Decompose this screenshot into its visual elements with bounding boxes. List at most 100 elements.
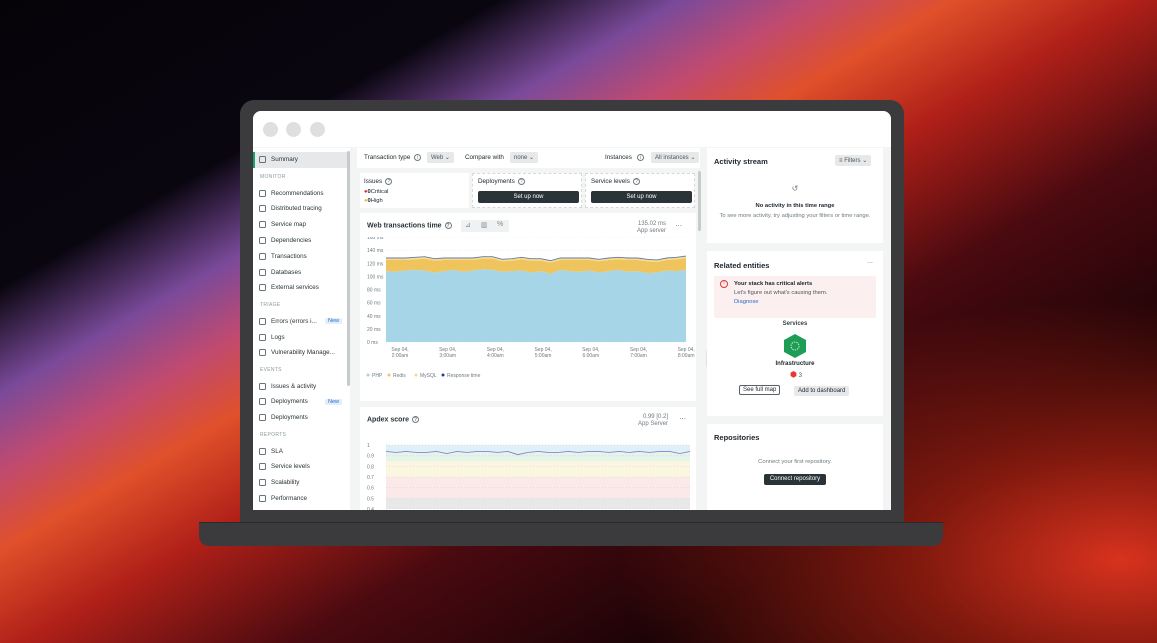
sidebar-section-reports: REPORTS <box>260 431 287 438</box>
sidebar-item-recommendations[interactable]: Recommendations <box>253 185 350 201</box>
repositories-text: Connect your first repository. <box>758 459 832 465</box>
sidebar-section-events: EVENTS <box>260 366 282 373</box>
deployments-setup-button[interactable]: Set up now <box>478 191 579 203</box>
add-to-dashboard-button[interactable]: Add to dashboard <box>794 386 850 396</box>
line-chart-icon[interactable]: ⊿ <box>465 222 471 229</box>
help-icon[interactable]: ? <box>632 178 640 185</box>
performance-icon <box>259 494 266 502</box>
app-window: Summary MONITOR Recommendations Distributed… <box>253 111 891 510</box>
info-icon[interactable]: i <box>637 154 644 161</box>
infrastructure-entity-icon[interactable] <box>784 334 806 358</box>
sidebar-item-label: Summary <box>271 156 298 164</box>
sidebar-item-logs[interactable]: Logs <box>253 329 350 345</box>
sidebar-item-issues-activity[interactable]: Issues & activity <box>253 378 350 394</box>
sidebar-item-sla[interactable]: SLA <box>253 443 350 459</box>
summary-icon <box>259 156 266 164</box>
y-tick-label: 1 <box>367 443 370 449</box>
sidebar-item-transactions[interactable]: Transactions <box>253 248 350 264</box>
main-scrollbar[interactable] <box>698 171 701 231</box>
entity-name[interactable]: Infrastructure <box>775 361 815 367</box>
laptop-base <box>199 522 943 546</box>
issues-title: Issues? <box>364 178 393 186</box>
critical-hexagon-icon: ⬢ <box>790 370 797 379</box>
apdex-card: Apdex score? 0.99 [0.2] App Server ... 1 0… <box>360 407 696 510</box>
sidebar-item-vulnerability-manage[interactable]: Vulnerability Manage... <box>253 345 350 361</box>
help-icon[interactable]: ? <box>385 178 393 185</box>
see-full-map-button[interactable]: See full map <box>739 385 781 395</box>
scalability-icon <box>259 479 266 487</box>
apdex-title-text: Apdex score <box>367 416 410 424</box>
sidebar-item-label: Distributed tracing <box>271 205 322 213</box>
instances-select[interactable]: All instances ⌄ <box>651 152 700 163</box>
sidebar-item-databases[interactable]: Databases <box>253 264 350 280</box>
web-chart-value: 135.02 ms <box>637 221 666 227</box>
sidebar-item-dependencies[interactable]: Dependencies <box>253 233 350 249</box>
related-more-button[interactable]: ... <box>867 258 873 265</box>
services-label: Services <box>782 321 808 327</box>
sidebar-item-service-map[interactable]: Service map <box>253 217 350 233</box>
transactions-icon <box>259 252 266 260</box>
sidebar-item-errors-errors-i[interactable]: Errors (errors i... New <box>253 313 350 329</box>
legend-marker <box>366 373 370 377</box>
chart-type-toggle: ⊿ ▥ % <box>461 220 509 232</box>
x-tick-label: Sep 04, 5:00am <box>534 347 551 359</box>
more-options-button[interactable]: ... <box>675 219 682 228</box>
filters-button[interactable]: ≡ Filters ⌄ <box>835 155 872 166</box>
sidebar-item-summary[interactable]: Summary <box>253 152 347 168</box>
info-icon[interactable]: i <box>414 154 421 161</box>
sidebar-item-distributed-tracing[interactable]: Distributed tracing <box>253 201 350 217</box>
sidebar-item-scalability[interactable]: Scalability <box>253 475 350 491</box>
high-count: ●0High <box>364 198 383 204</box>
transaction-type-label: Transaction type <box>364 154 411 161</box>
window-minimize-button[interactable] <box>286 122 301 137</box>
sidebar: Summary MONITOR Recommendations Distributed… <box>253 148 350 510</box>
help-icon[interactable]: ? <box>517 178 525 185</box>
sidebar-item-deployments[interactable]: Deployments <box>253 410 350 426</box>
service-levels-setup-button[interactable]: Set up now <box>591 191 692 203</box>
empty-title: No activity in this time range <box>755 203 835 209</box>
sidebar-scrollbar[interactable] <box>347 151 350 386</box>
map-icon <box>259 221 266 229</box>
y-tick-label: 0.4 <box>367 507 374 510</box>
diagnose-link[interactable]: Diagnose <box>734 299 759 305</box>
web-chart-summary: 135.02 ms App server <box>637 221 666 235</box>
help-icon[interactable]: ? <box>444 222 452 229</box>
y-tick-label: 0.7 <box>367 475 374 481</box>
window-maximize-button[interactable] <box>310 122 325 137</box>
sidebar-item-label: Deployments <box>271 414 308 422</box>
logs-icon <box>259 333 266 341</box>
alert-text: Let's figure out what's causing them. <box>734 290 828 296</box>
apdex-line <box>385 450 691 456</box>
deployments-icon <box>259 414 266 422</box>
y-tick-label: 0.9 <box>367 454 374 460</box>
percent-icon[interactable]: % <box>497 221 504 228</box>
sidebar-item-service-levels[interactable]: Service levels <box>253 459 350 475</box>
y-tick-label: 60 ms <box>367 301 381 307</box>
web-chart-subtitle: App server <box>636 228 666 234</box>
related-title: Related entities <box>714 261 770 270</box>
threshold-band <box>386 461 690 477</box>
deployments-card: Deployments? Set up now <box>472 173 582 208</box>
connect-repository-button[interactable]: Connect repository <box>764 474 826 485</box>
sidebar-item-label: Logs <box>271 333 285 341</box>
help-icon[interactable]: ? <box>412 416 420 423</box>
sidebar-item-performance[interactable]: Performance <box>253 491 350 507</box>
issues-title-text: Issues <box>364 178 383 186</box>
y-tick-label: 0 ms <box>367 340 378 346</box>
threshold-band <box>386 451 690 461</box>
transaction-type-select[interactable]: Web ⌄ <box>427 152 454 163</box>
high-label: High <box>370 198 383 204</box>
apdex-more-button[interactable]: ... <box>679 412 686 421</box>
title-bar <box>253 111 891 147</box>
compare-select[interactable]: none ⌄ <box>510 152 539 163</box>
legend-label: Response time <box>447 373 481 379</box>
bar-chart-icon[interactable]: ▥ <box>481 222 488 229</box>
critical-count-value: 0 <box>367 189 371 195</box>
sidebar-item-deployments[interactable]: Deployments New <box>253 394 350 410</box>
sidebar-item-external-services[interactable]: External services <box>253 280 350 296</box>
sidebar-section-triage: TRIAGE <box>260 301 281 308</box>
y-tick-label: 140 ms <box>367 248 384 254</box>
sidebar-item-label: Service map <box>271 221 306 229</box>
window-close-button[interactable] <box>263 122 278 137</box>
y-tick-label: 160 ms <box>367 237 384 241</box>
